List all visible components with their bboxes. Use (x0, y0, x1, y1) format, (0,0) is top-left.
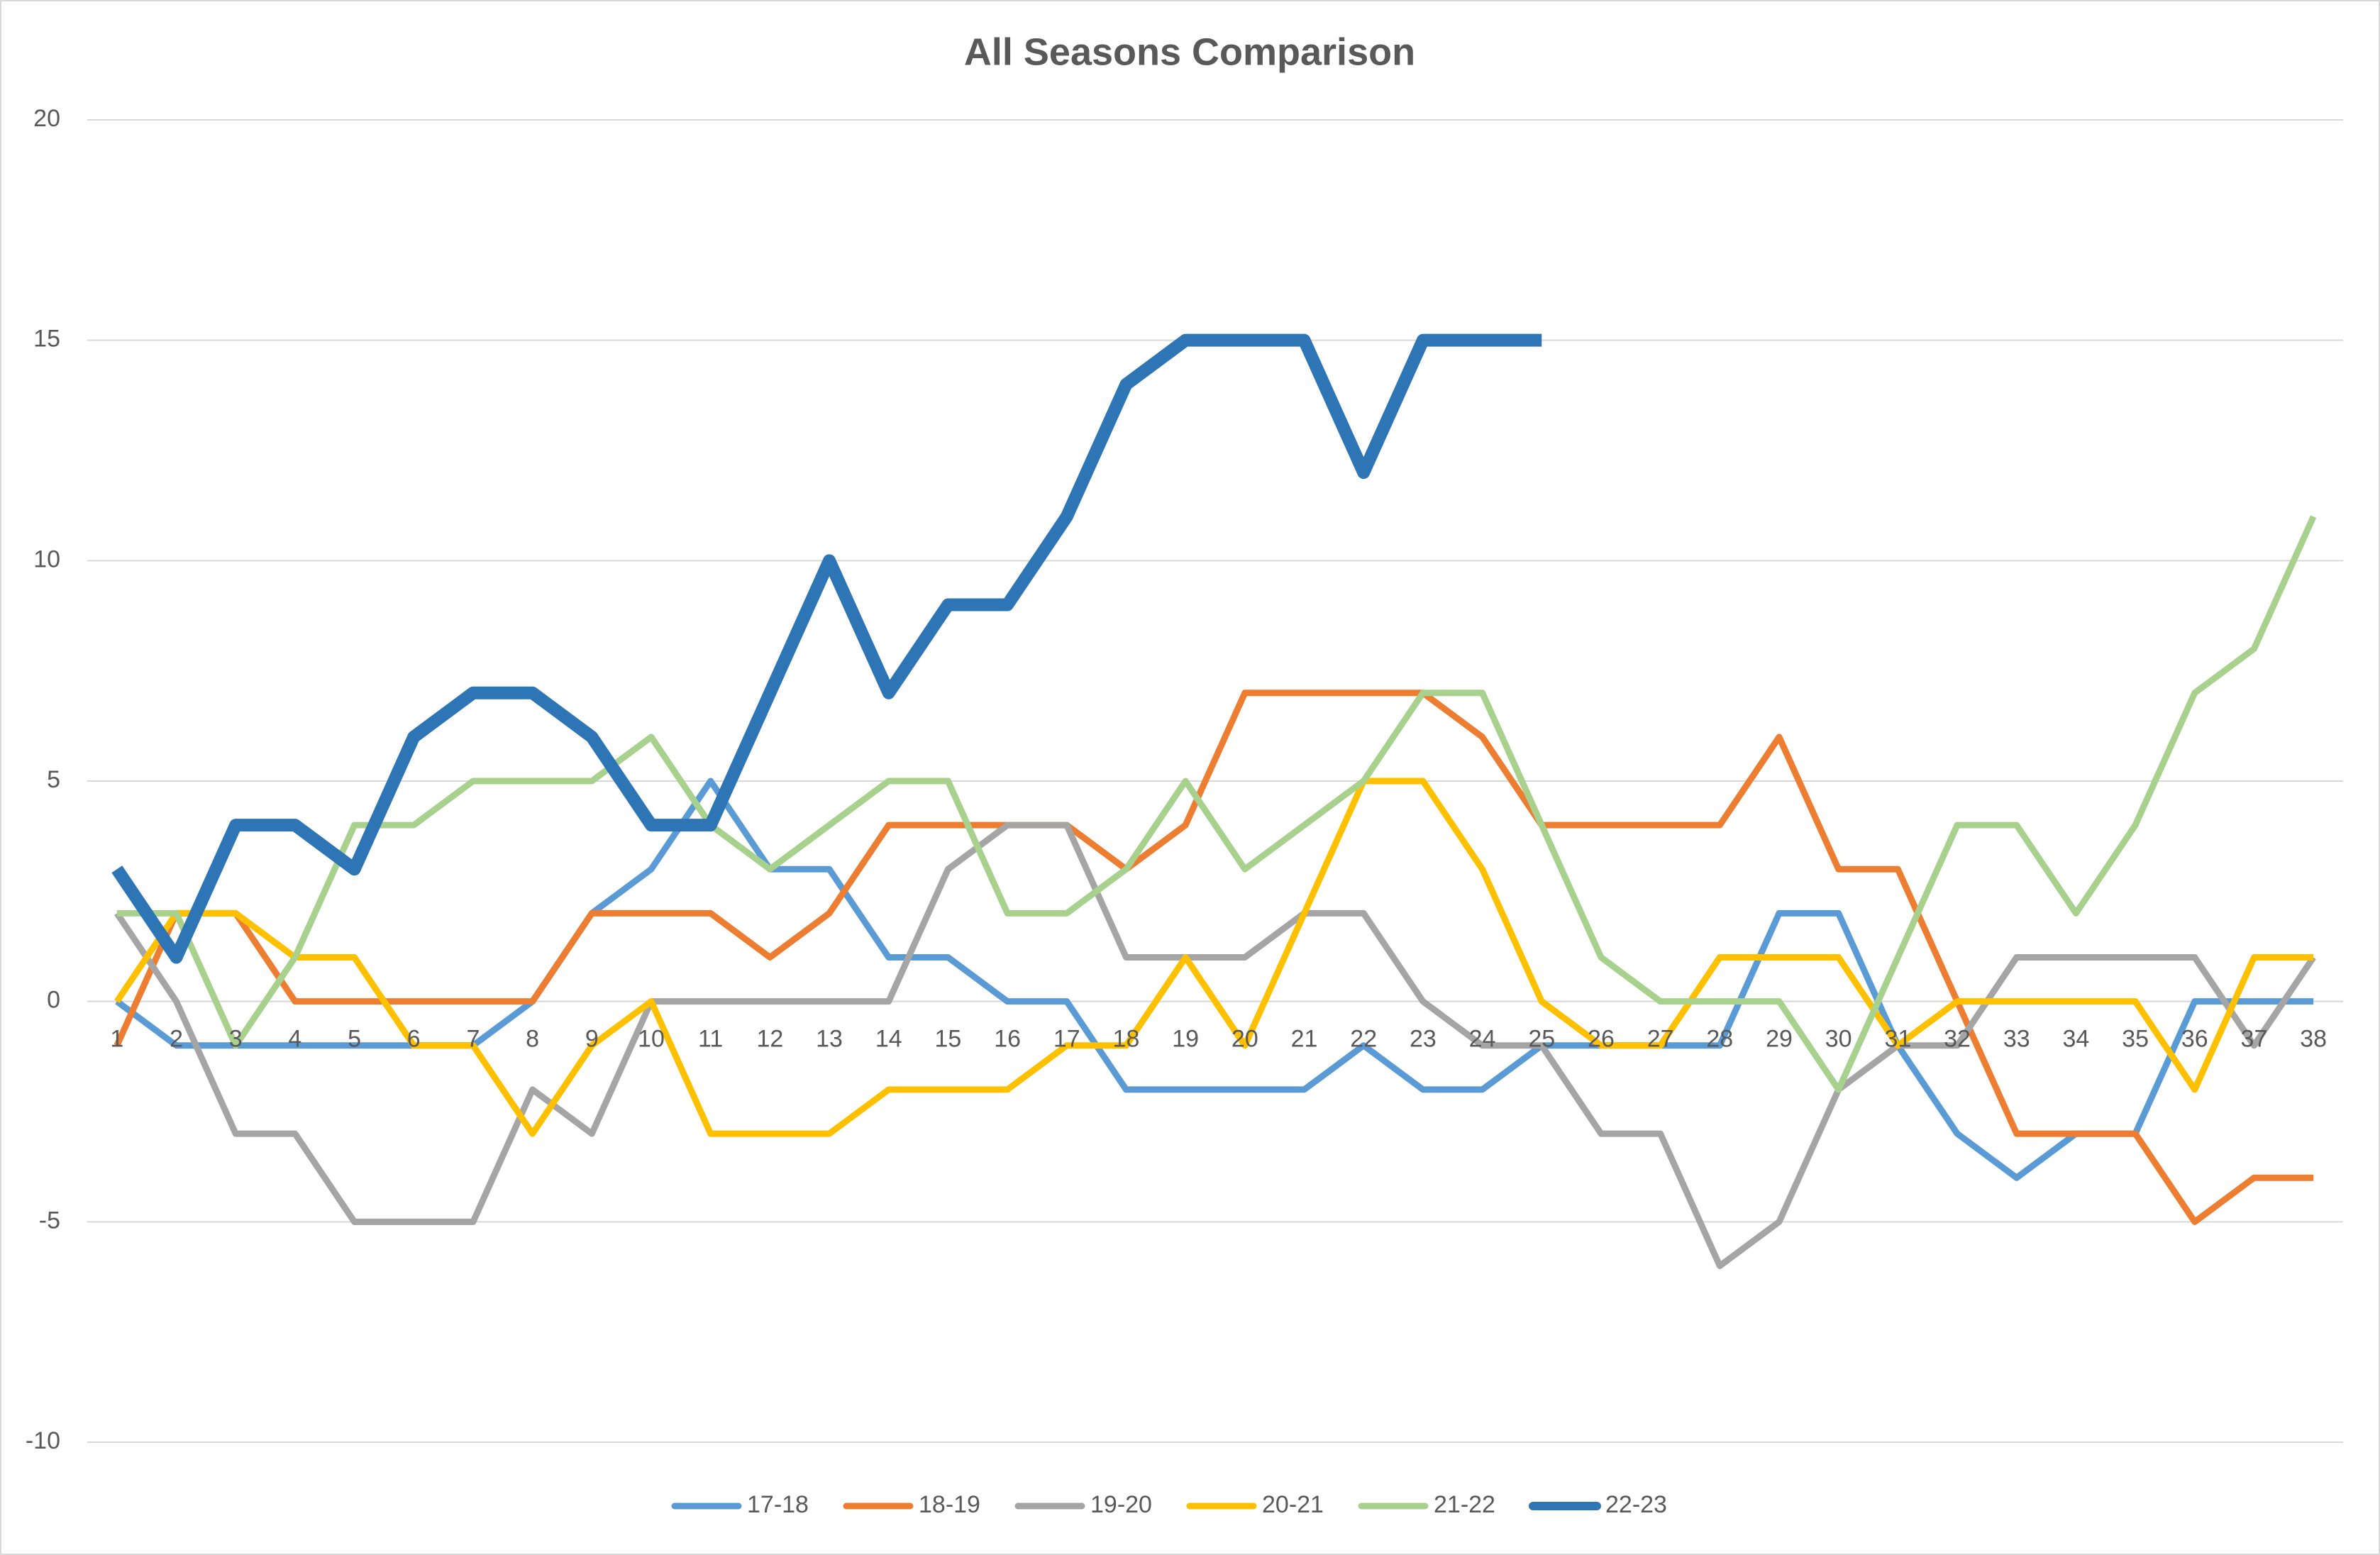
x-tick-label: 23 (1410, 1026, 1437, 1053)
x-tick-label: 6 (407, 1026, 421, 1053)
series-line (114, 690, 2314, 1225)
x-tick-label: 22 (1350, 1026, 1377, 1053)
y-tick-label: 15 (33, 326, 60, 353)
x-tick-label: 2 (170, 1026, 183, 1053)
x-tick-label: 38 (2300, 1026, 2327, 1053)
legend-label: 20-21 (1262, 1491, 1324, 1518)
x-tick-label: 17 (1053, 1026, 1080, 1053)
legend-label: 22-23 (1605, 1491, 1667, 1518)
x-tick-label: 9 (585, 1026, 599, 1053)
x-tick-label: 21 (1291, 1026, 1318, 1053)
x-tick-label: 20 (1231, 1026, 1258, 1053)
x-tick-label: 13 (816, 1026, 843, 1053)
x-tick-label: 16 (994, 1026, 1021, 1053)
y-tick-label: -10 (26, 1427, 60, 1454)
x-tick-label: 11 (698, 1026, 723, 1053)
y-tick-label: 10 (33, 546, 60, 572)
legend-label: 19-20 (1090, 1491, 1152, 1518)
legend-label: 18-19 (919, 1491, 980, 1518)
x-tick-label: 24 (1469, 1026, 1496, 1053)
chart-title: All Seasons Comparison (964, 31, 1415, 73)
x-tick-label: 33 (2003, 1026, 2030, 1053)
x-tick-label: 37 (2241, 1026, 2268, 1053)
x-tick-label: 29 (1766, 1026, 1793, 1053)
x-tick-label: 25 (1528, 1026, 1555, 1053)
x-tick-label: 34 (2063, 1026, 2090, 1053)
x-tick-label: 35 (2122, 1026, 2149, 1053)
x-tick-label: 15 (935, 1026, 962, 1053)
y-tick-label: 0 (47, 987, 60, 1014)
series-line (116, 515, 2317, 1093)
x-tick-label: 3 (229, 1026, 243, 1053)
series-line (111, 333, 1542, 964)
x-tick-label: 7 (466, 1026, 480, 1053)
x-tick-label: 27 (1647, 1026, 1674, 1053)
x-tick-label: 30 (1825, 1026, 1852, 1053)
x-tick-label: 32 (1944, 1026, 1971, 1053)
x-tick-label: 28 (1706, 1026, 1733, 1053)
x-tick-label: 31 (1884, 1026, 1911, 1053)
x-tick-label: 5 (348, 1026, 361, 1053)
series-line (114, 821, 2316, 1269)
x-tick-label: 19 (1172, 1026, 1199, 1053)
x-tick-label: 12 (756, 1026, 783, 1053)
x-tick-label: 18 (1113, 1026, 1140, 1053)
series-line (114, 778, 2314, 1137)
x-tick-label: 8 (526, 1026, 539, 1053)
y-tick-label: 5 (47, 766, 60, 793)
legend-label: 17-18 (747, 1491, 809, 1518)
x-tick-label: 36 (2181, 1026, 2208, 1053)
y-tick-label: -5 (39, 1207, 60, 1234)
y-tick-label: 20 (33, 105, 60, 132)
series-line (115, 778, 2314, 1181)
x-tick-label: 10 (638, 1026, 665, 1053)
legend-label: 21-22 (1434, 1491, 1495, 1518)
x-tick-label: 26 (1588, 1026, 1615, 1053)
x-tick-label: 14 (875, 1026, 902, 1053)
x-tick-label: 1 (110, 1026, 123, 1053)
x-tick-label: 4 (288, 1026, 301, 1053)
